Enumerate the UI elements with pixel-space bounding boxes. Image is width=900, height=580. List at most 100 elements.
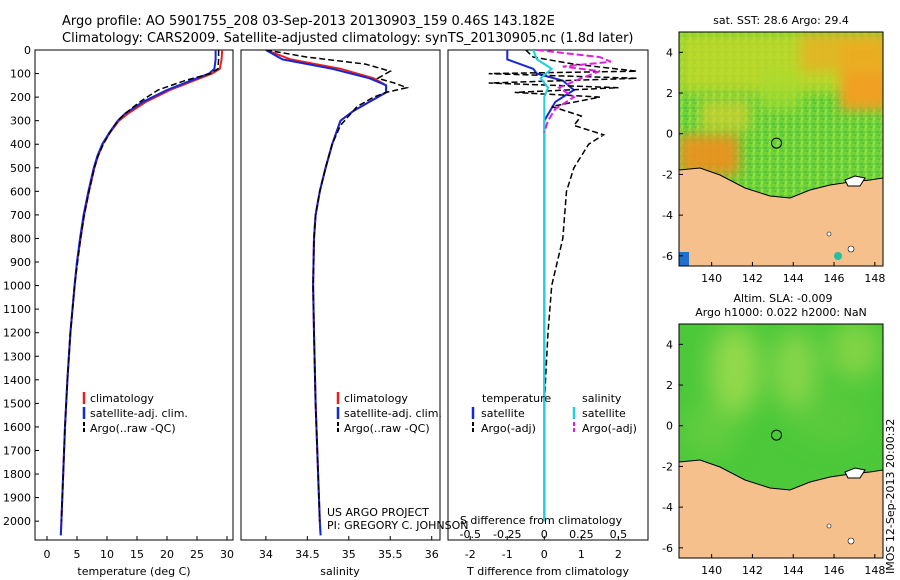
sst-map-title: sat. SST: 28.6 Argo: 29.4 [713, 14, 849, 27]
map-y-tick-label: 0 [666, 128, 673, 141]
x-tick-label: 2 [615, 548, 622, 561]
depth-tick-label: 400 [10, 138, 31, 151]
map-y-tick-label: 4 [666, 46, 673, 59]
sla-map-frame [678, 323, 884, 559]
map-y-tick-label: 0 [666, 420, 673, 433]
t-difference-xlabel: T difference from climatology [466, 565, 629, 578]
depth-tick-label: 600 [10, 185, 31, 198]
map-y-tick-label: 4 [666, 338, 673, 351]
s-tick-label: 0 [541, 528, 548, 541]
temperature-legend: climatology satellite-adj. clim. Argo(..… [82, 392, 188, 435]
depth-tick-label: 900 [10, 256, 31, 269]
legend-label-s-satellite: satellite [582, 407, 626, 420]
salinity-plot: 34 34.5 35 35.5 36 [259, 50, 439, 561]
series-line-3 [536, 50, 612, 133]
legend-label-t-argo: Argo(-adj) [481, 422, 536, 435]
sst-map-axes: 140 142 144 146 148 4 2 0 -2 -4 -6 [662, 46, 885, 285]
salinity-legend: climatology satellite-adj. clim. Argo(..… [336, 392, 442, 435]
difference-plot: -2 -1 0 1 2 -0.5 -0.25 0 0.25 0.5 [459, 50, 637, 561]
sla-argo-marker [771, 429, 783, 441]
depth-tick-label: 100 [10, 68, 31, 81]
depth-tick-label: 1600 [3, 421, 31, 434]
sst-argo-marker [771, 137, 783, 149]
temperature-xlabel: temperature (deg C) [77, 565, 190, 578]
depth-tick-label: 1900 [3, 492, 31, 505]
x-tick-label: 35.5 [378, 548, 403, 561]
x-tick-label: -2 [465, 548, 476, 561]
depth-tick-label: 1000 [3, 280, 31, 293]
map-x-tick-label: 140 [701, 564, 722, 577]
credit-line-2: PI: GREGORY C. JOHNSON [327, 519, 468, 532]
x-tick-label: 15 [130, 548, 144, 561]
map-y-tick-label: -4 [662, 501, 673, 514]
sla-map-axes: 140 142 144 146 148 4 2 0 -2 -4 -6 [662, 338, 885, 577]
sla-map-subtitle: Argo h1000: 0.022 h2000: NaN [695, 306, 867, 319]
legend-label-satellite: satellite-adj. clim. [90, 407, 188, 420]
map-y-tick-label: 2 [666, 87, 673, 100]
depth-tick-label: 300 [10, 115, 31, 128]
map-x-tick-label: 140 [701, 272, 722, 285]
series-line-1 [488, 50, 637, 522]
depth-tick-label: 1400 [3, 374, 31, 387]
series-line-1 [59, 50, 217, 536]
x-tick-label: 10 [100, 548, 114, 561]
sst-map-image [679, 32, 883, 266]
x-tick-label: -1 [502, 548, 513, 561]
series-line-0 [506, 50, 576, 522]
x-tick-label: 20 [160, 548, 174, 561]
sst-map-land [679, 167, 883, 266]
x-tick-label: 0 [44, 548, 51, 561]
x-tick-label: 1 [578, 548, 585, 561]
depth-tick-label: 500 [10, 162, 31, 175]
legend-temperature-heading: temperature [482, 392, 551, 405]
series-line-2 [532, 50, 554, 522]
map-y-tick-label: -4 [662, 209, 673, 222]
map-y-tick-label: 2 [666, 379, 673, 392]
sla-map-title: Altim. SLA: -0.009 [733, 292, 832, 305]
depth-tick-label: 1800 [3, 468, 31, 481]
map-y-tick-label: -6 [662, 250, 673, 263]
salinity-xlabel: salinity [320, 565, 360, 578]
map-x-tick-label: 146 [824, 564, 845, 577]
legend-label-climatology: climatology [90, 392, 154, 405]
series-line-0 [59, 50, 224, 536]
credit-line-1: US ARGO PROJECT [327, 506, 429, 519]
depth-tick-label: 0 [24, 44, 31, 57]
depth-tick-label: 2000 [3, 515, 31, 528]
difference-legend: temperature satellite Argo(-adj) salinit… [471, 392, 637, 435]
map-y-tick-label: -6 [662, 542, 673, 555]
x-tick-label: 0 [541, 548, 548, 561]
map-x-tick-label: 146 [824, 272, 845, 285]
salinity-panel-frame [240, 49, 441, 541]
x-tick-label: 30 [220, 548, 234, 561]
x-tick-label: 5 [74, 548, 81, 561]
sla-map-image [679, 324, 883, 558]
depth-tick-label: 800 [10, 232, 31, 245]
header-line-2: Climatology: CARS2009. Satellite-adjuste… [62, 31, 634, 46]
temperature-plot: 0 5 10 15 20 25 30 [44, 50, 234, 561]
s-tick-label: -0.5 [459, 528, 480, 541]
series-line-2 [265, 50, 410, 522]
map-x-tick-label: 144 [783, 564, 804, 577]
map-y-tick-label: -2 [662, 168, 673, 181]
depth-tick-label: 200 [10, 91, 31, 104]
legend-label-argo: Argo(..raw -QC) [90, 422, 176, 435]
legend-label-s-argo: Argo(-adj) [582, 422, 637, 435]
s-tick-label: 0.25 [569, 528, 594, 541]
difference-panel-frame [447, 49, 649, 541]
map-x-tick-label: 148 [864, 564, 885, 577]
s-tick-label: 0.5 [610, 528, 628, 541]
x-tick-label: 35 [342, 548, 356, 561]
map-x-tick-label: 144 [783, 272, 804, 285]
series-line-0 [265, 50, 388, 536]
map-x-tick-label: 142 [742, 564, 763, 577]
x-tick-label: 34 [259, 548, 273, 561]
temperature-panel-frame [34, 49, 234, 541]
x-tick-label: 25 [190, 548, 204, 561]
legend-label-t-satellite: satellite [481, 407, 525, 420]
depth-tick-label: 700 [10, 209, 31, 222]
depth-tick-label: 1300 [3, 350, 31, 363]
map-x-tick-label: 148 [864, 272, 885, 285]
depth-tick-label: 1200 [3, 327, 31, 340]
series-line-1 [265, 50, 388, 536]
